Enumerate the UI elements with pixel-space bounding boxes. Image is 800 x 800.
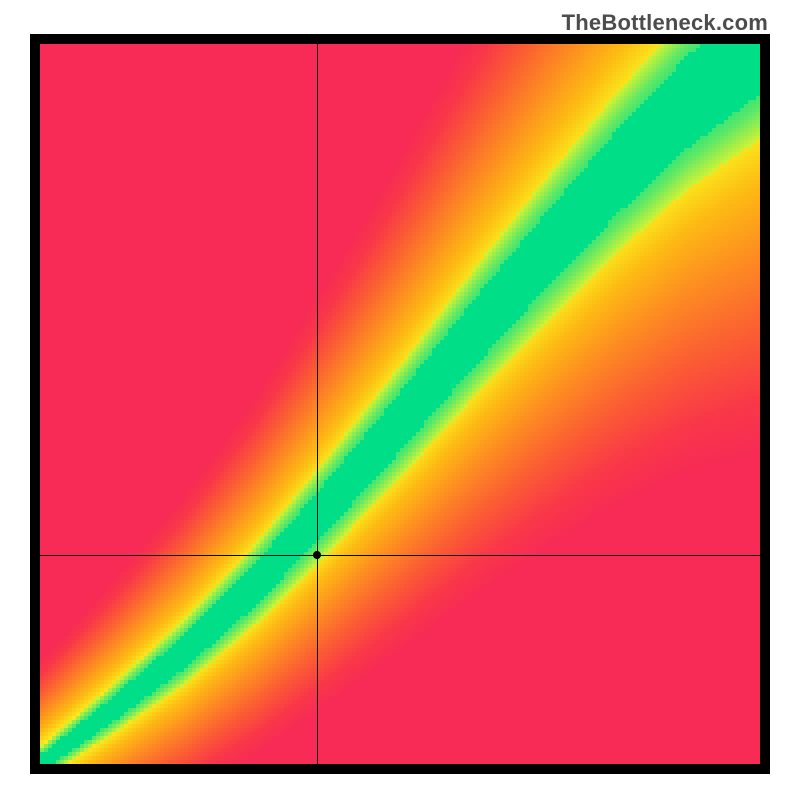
crosshair-marker	[313, 551, 321, 559]
crosshair-vertical	[317, 44, 318, 764]
watermark-text: TheBottleneck.com	[562, 10, 768, 36]
crosshair-horizontal	[40, 555, 760, 556]
bottleneck-heatmap	[40, 44, 760, 764]
chart-outer-frame	[30, 34, 770, 774]
